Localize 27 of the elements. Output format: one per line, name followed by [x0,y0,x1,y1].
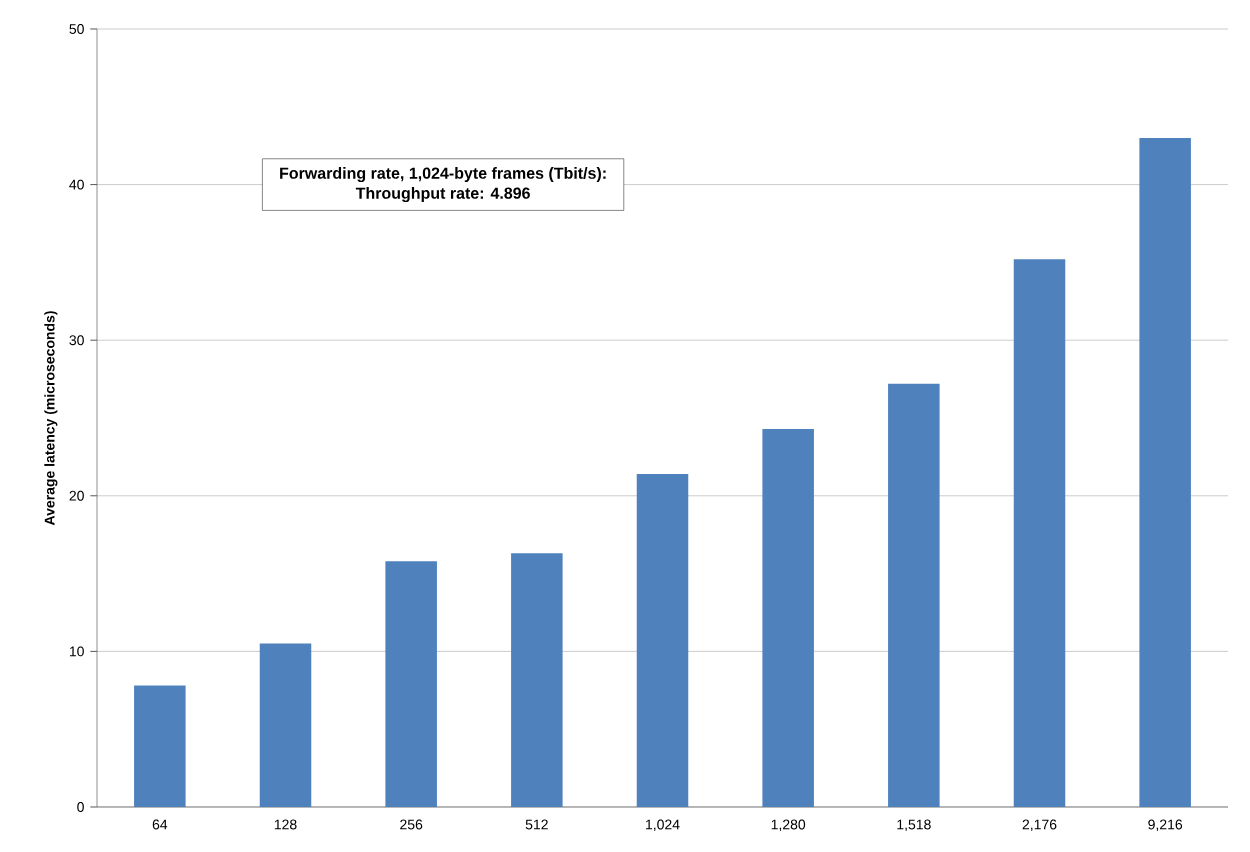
bar [385,561,437,807]
bar [1139,137,1191,807]
annotation: Forwarding rate, 1,024-byte frames (Tbit/s): [280,167,606,183]
y-tick-label: 50 [69,24,84,34]
x-tick-label: 1,280 [771,819,806,832]
bar [762,428,814,807]
bar [134,685,186,807]
x-tick-label: 1,024 [646,819,680,832]
x-tick-label: 512 [525,819,548,830]
x-tick-label: 128 [274,819,297,830]
y-tick-label: 0 [77,802,84,812]
y-tick-label: 10 [69,646,84,657]
x-tick-label: 9,216 [1148,819,1183,832]
bar [259,643,312,807]
x-tick-label: 256 [400,819,423,830]
bar [636,474,689,807]
bar [1013,259,1066,807]
x-tick-label: 2,176 [1022,819,1057,832]
x-tick-label: 1,518 [897,819,931,832]
y-axis-title: Average latency (microseconds) [44,311,58,526]
y-tick-label: 20 [69,490,84,501]
bar [511,553,563,807]
bar [888,383,940,807]
y-tick-label: 30 [69,335,84,346]
y-tick-label: 40 [69,179,84,190]
x-tick-label: 64 [152,819,168,830]
annotation: Throughput rate: 4.896 [355,187,530,203]
